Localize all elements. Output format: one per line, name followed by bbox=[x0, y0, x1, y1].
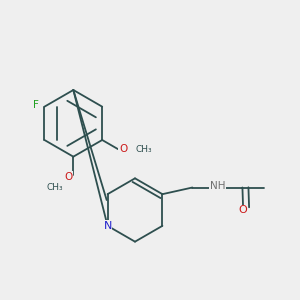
Text: CH₃: CH₃ bbox=[47, 183, 63, 192]
Text: N: N bbox=[103, 221, 112, 231]
Text: CH₃: CH₃ bbox=[135, 145, 152, 154]
Text: O: O bbox=[64, 172, 73, 182]
Text: O: O bbox=[119, 144, 127, 154]
Text: NH: NH bbox=[210, 181, 225, 191]
Text: F: F bbox=[33, 100, 39, 110]
Text: O: O bbox=[239, 205, 248, 215]
